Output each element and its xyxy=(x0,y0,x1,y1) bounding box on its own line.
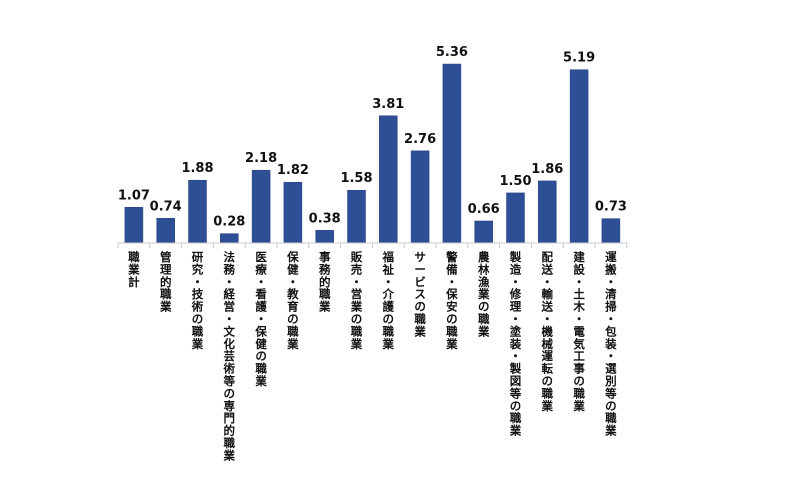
category-label: 農林漁業の職業 xyxy=(477,250,490,338)
bar-value-label: 0.38 xyxy=(309,211,341,226)
bar xyxy=(601,218,621,244)
bar xyxy=(188,179,207,244)
category-label: 研究・技術の職業 xyxy=(191,250,204,351)
category-label: 保健・教育の職業 xyxy=(286,250,299,351)
bar-value-label: 0.74 xyxy=(150,199,182,214)
bar xyxy=(506,192,525,244)
category-label: 配送・輸送・機械運転の職業 xyxy=(541,250,554,413)
bar xyxy=(379,115,398,244)
bar xyxy=(220,233,239,244)
x-axis-ticks xyxy=(117,243,628,248)
bar-value-label: 1.50 xyxy=(499,174,531,189)
bar-value-label: 1.58 xyxy=(340,171,372,186)
bar xyxy=(156,218,175,244)
category-label: 事務的職業 xyxy=(318,250,331,314)
bar-value-label: 0.28 xyxy=(213,215,245,230)
category-label: 福祉・介護の職業 xyxy=(382,250,395,351)
bar-value-label: 3.81 xyxy=(372,97,404,112)
bar xyxy=(347,189,366,244)
bar xyxy=(442,63,462,244)
value-labels-group: 1.070.74 1.88 0.28 2.181.82 0.38 1.58 3.81 2.76… xyxy=(118,45,627,230)
bar-value-label: 5.36 xyxy=(436,45,468,60)
category-label: 管理的職業 xyxy=(159,250,172,314)
bar xyxy=(283,181,303,244)
bar xyxy=(538,180,557,244)
category-label: 運搬・清掃・包装・選別等の職業 xyxy=(604,250,617,438)
bar-value-label: 0.66 xyxy=(468,202,500,217)
category-label: 警備・保安の職業 xyxy=(445,250,458,351)
bar xyxy=(474,220,493,244)
bar-value-label: 0.73 xyxy=(595,200,627,215)
bar-value-label: 1.82 xyxy=(277,163,309,178)
category-label: 製造・修理・塗装・製図等の職業 xyxy=(509,250,522,438)
category-label: サービスの職業 xyxy=(413,250,426,338)
bar xyxy=(251,169,271,244)
category-label: 職業計 xyxy=(127,250,140,289)
bar-value-label: 2.18 xyxy=(245,151,277,166)
category-label: 医療・看護・保健の職業 xyxy=(254,250,267,388)
bar-value-label: 5.19 xyxy=(563,51,595,66)
bar-value-label: 2.76 xyxy=(404,132,436,147)
bars-group xyxy=(124,63,621,244)
category-labels-group: 職業計 管理的職業 研究・技術の職業 法務・経営・文化芸術等の専門的職業 医療・看護・保… xyxy=(127,250,617,462)
bar xyxy=(124,207,144,244)
bar-value-label: 1.07 xyxy=(118,188,150,203)
bar xyxy=(315,230,334,244)
bar xyxy=(569,69,589,244)
category-label: 建設・土木・電気工事の職業 xyxy=(572,250,585,413)
bar xyxy=(410,150,430,244)
category-label: 法務・経営・文化芸術等の専門的職業 xyxy=(223,250,236,462)
category-label: 販売・営業の職業 xyxy=(350,250,363,351)
bar-value-label: 1.88 xyxy=(181,161,213,176)
bar-value-label: 1.86 xyxy=(531,162,563,177)
